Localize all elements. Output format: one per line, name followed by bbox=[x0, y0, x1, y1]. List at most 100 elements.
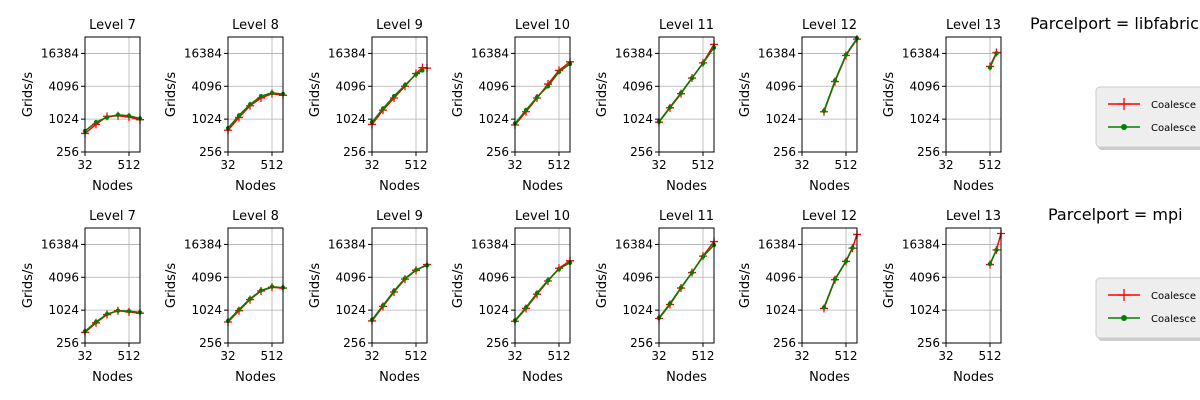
plot-frame bbox=[945, 36, 1002, 153]
data-point-green bbox=[843, 258, 849, 264]
series-line-red bbox=[371, 263, 428, 322]
data-point-green bbox=[247, 296, 253, 302]
series-line-red bbox=[84, 309, 141, 333]
x-tick-label: 32 bbox=[220, 158, 235, 172]
data-point-green bbox=[380, 303, 386, 308]
y-tick-label: 4096 bbox=[191, 79, 222, 93]
panel-1-3: 256 1024 4096 16384 32 512 Level 10 Nodes Grids/… bbox=[451, 209, 574, 385]
panel-0-0: 256 1024 4096 16384 32 512 Level 7 Nodes Grids/s bbox=[21, 18, 144, 194]
y-axis-label: Grids/s bbox=[738, 72, 753, 117]
panel-1-0: 256 1024 4096 16384 32 512 Level 7 Nodes Grids/s bbox=[21, 209, 144, 385]
legend-frame bbox=[1095, 277, 1200, 339]
x-axis-label: Nodes bbox=[379, 370, 420, 385]
y-tick-label: 16384 bbox=[758, 237, 796, 251]
y-tick-label: 16384 bbox=[328, 237, 366, 251]
plot-frame bbox=[945, 227, 1002, 344]
x-tick-label: 512 bbox=[548, 349, 571, 363]
data-point-green bbox=[391, 93, 397, 99]
x-axis-label: Nodes bbox=[522, 179, 563, 194]
y-tick-label: 16384 bbox=[902, 237, 940, 251]
y-tick-label: 256 bbox=[199, 336, 222, 350]
plot-frame bbox=[801, 36, 858, 153]
panel-title: Level 8 bbox=[232, 18, 279, 33]
y-axis-label: Grids/s bbox=[451, 263, 466, 308]
y-axis-label: Grids/s bbox=[164, 263, 179, 308]
y-axis-label: Grids/s bbox=[738, 263, 753, 308]
y-tick-label: 1024 bbox=[191, 112, 222, 126]
x-tick-label: 32 bbox=[794, 158, 809, 172]
data-point-green bbox=[556, 266, 562, 272]
y-tick-label: 4096 bbox=[765, 79, 796, 93]
y-axis-label: Grids/s bbox=[595, 72, 610, 117]
y-axis-label: Grids/s bbox=[882, 72, 897, 117]
data-point-green bbox=[93, 120, 99, 125]
panel-0-6: 256 1024 4096 16384 32 512 Level 13 Nodes Grids/… bbox=[882, 18, 1002, 194]
data-point-green bbox=[667, 301, 673, 306]
panel-title: Level 8 bbox=[232, 209, 279, 224]
y-tick-label: 256 bbox=[917, 336, 940, 350]
data-point-green bbox=[93, 319, 99, 325]
y-axis-label: Grids/s bbox=[451, 72, 466, 117]
x-tick-label: 512 bbox=[405, 349, 428, 363]
panel-1-1: 256 1024 4096 16384 32 512 Level 8 Nodes Grids/s bbox=[164, 209, 287, 385]
legend-label: Coalesce bbox=[1151, 314, 1196, 325]
series-line-green bbox=[823, 37, 858, 112]
x-axis-label: Nodes bbox=[522, 370, 563, 385]
data-point-green bbox=[380, 106, 386, 111]
y-axis-label: Grids/s bbox=[21, 263, 36, 308]
y-tick-label: 1024 bbox=[622, 112, 653, 126]
data-point-green bbox=[667, 104, 673, 110]
y-tick-label: 4096 bbox=[478, 79, 509, 93]
y-tick-label: 1024 bbox=[191, 303, 222, 317]
legend-marker-red bbox=[1118, 289, 1130, 301]
x-tick-label: 512 bbox=[692, 349, 715, 363]
x-axis-label: Nodes bbox=[235, 370, 276, 385]
data-point-green bbox=[821, 305, 827, 310]
y-tick-label: 4096 bbox=[765, 270, 796, 284]
x-tick-label: 32 bbox=[794, 349, 809, 363]
y-axis-label: Grids/s bbox=[595, 263, 610, 308]
plot-frame bbox=[371, 227, 428, 344]
y-tick-label: 1024 bbox=[622, 303, 653, 317]
series-line-green bbox=[227, 92, 284, 129]
y-tick-label: 256 bbox=[630, 336, 653, 350]
panel-title: Level 9 bbox=[376, 209, 423, 224]
panel-title: Level 10 bbox=[515, 209, 570, 224]
data-point-green bbox=[545, 84, 551, 89]
data-point-green bbox=[843, 52, 849, 57]
x-tick-label: 32 bbox=[364, 349, 379, 363]
data-point-green bbox=[832, 78, 838, 83]
data-point-green bbox=[832, 276, 838, 282]
y-tick-label: 256 bbox=[773, 336, 796, 350]
panel-title: Level 9 bbox=[376, 18, 423, 33]
plot-frame bbox=[227, 227, 284, 344]
panel-0-1: 256 1024 4096 16384 32 512 Level 8 Nodes Grids/s bbox=[164, 18, 287, 194]
x-tick-label: 32 bbox=[938, 158, 953, 172]
plot-frame bbox=[658, 36, 715, 153]
y-axis-label: Grids/s bbox=[308, 72, 323, 117]
data-point-green bbox=[402, 276, 408, 281]
data-point-green bbox=[258, 93, 264, 99]
data-point-green bbox=[678, 285, 684, 290]
x-axis-label: Nodes bbox=[809, 179, 850, 194]
y-axis-label: Grids/s bbox=[164, 72, 179, 117]
data-point-green bbox=[987, 65, 993, 70]
y-tick-label: 16384 bbox=[615, 46, 653, 60]
x-axis-label: Nodes bbox=[953, 370, 994, 385]
y-tick-label: 4096 bbox=[191, 270, 222, 284]
panel-title: Level 12 bbox=[802, 209, 857, 224]
data-point-green bbox=[269, 284, 275, 289]
data-point-green bbox=[523, 305, 529, 310]
plot-frame bbox=[801, 227, 858, 344]
plot-frame bbox=[514, 227, 571, 344]
data-point-green bbox=[678, 90, 684, 96]
row-title: Parcelport = mpi bbox=[1048, 205, 1183, 224]
y-axis-label: Grids/s bbox=[882, 263, 897, 308]
y-tick-label: 256 bbox=[199, 145, 222, 159]
data-point-green bbox=[104, 115, 110, 120]
data-point-green bbox=[247, 102, 253, 107]
y-tick-label: 256 bbox=[773, 145, 796, 159]
y-tick-label: 256 bbox=[343, 336, 366, 350]
legend: Coalesce Coalesce bbox=[1095, 86, 1200, 150]
y-tick-label: 16384 bbox=[184, 237, 222, 251]
